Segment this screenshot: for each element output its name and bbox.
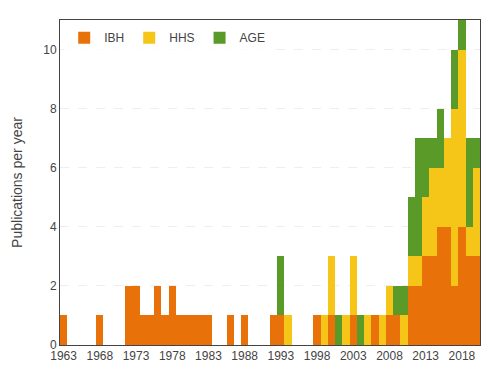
svg-text:1963: 1963 xyxy=(50,349,77,363)
svg-text:1998: 1998 xyxy=(304,349,331,363)
svg-text:1968: 1968 xyxy=(86,349,113,363)
svg-text:2: 2 xyxy=(50,279,57,293)
svg-text:2003: 2003 xyxy=(340,349,367,363)
svg-text:1978: 1978 xyxy=(159,349,186,363)
svg-text:1983: 1983 xyxy=(195,349,222,363)
svg-text:0: 0 xyxy=(50,338,57,352)
svg-text:1988: 1988 xyxy=(231,349,258,363)
svg-text:1993: 1993 xyxy=(268,349,295,363)
svg-text:2013: 2013 xyxy=(412,349,439,363)
svg-text:2018: 2018 xyxy=(449,349,476,363)
svg-text:2008: 2008 xyxy=(376,349,403,363)
svg-text:IBH: IBH xyxy=(104,31,124,45)
svg-text:Publications per year: Publications per year xyxy=(9,117,25,248)
svg-text:8: 8 xyxy=(50,102,57,116)
svg-text:6: 6 xyxy=(50,161,57,175)
svg-text:HHS: HHS xyxy=(169,31,194,45)
svg-text:4: 4 xyxy=(50,220,57,234)
svg-text:AGE: AGE xyxy=(240,31,265,45)
svg-text:1973: 1973 xyxy=(123,349,150,363)
svg-text:10: 10 xyxy=(43,43,57,57)
